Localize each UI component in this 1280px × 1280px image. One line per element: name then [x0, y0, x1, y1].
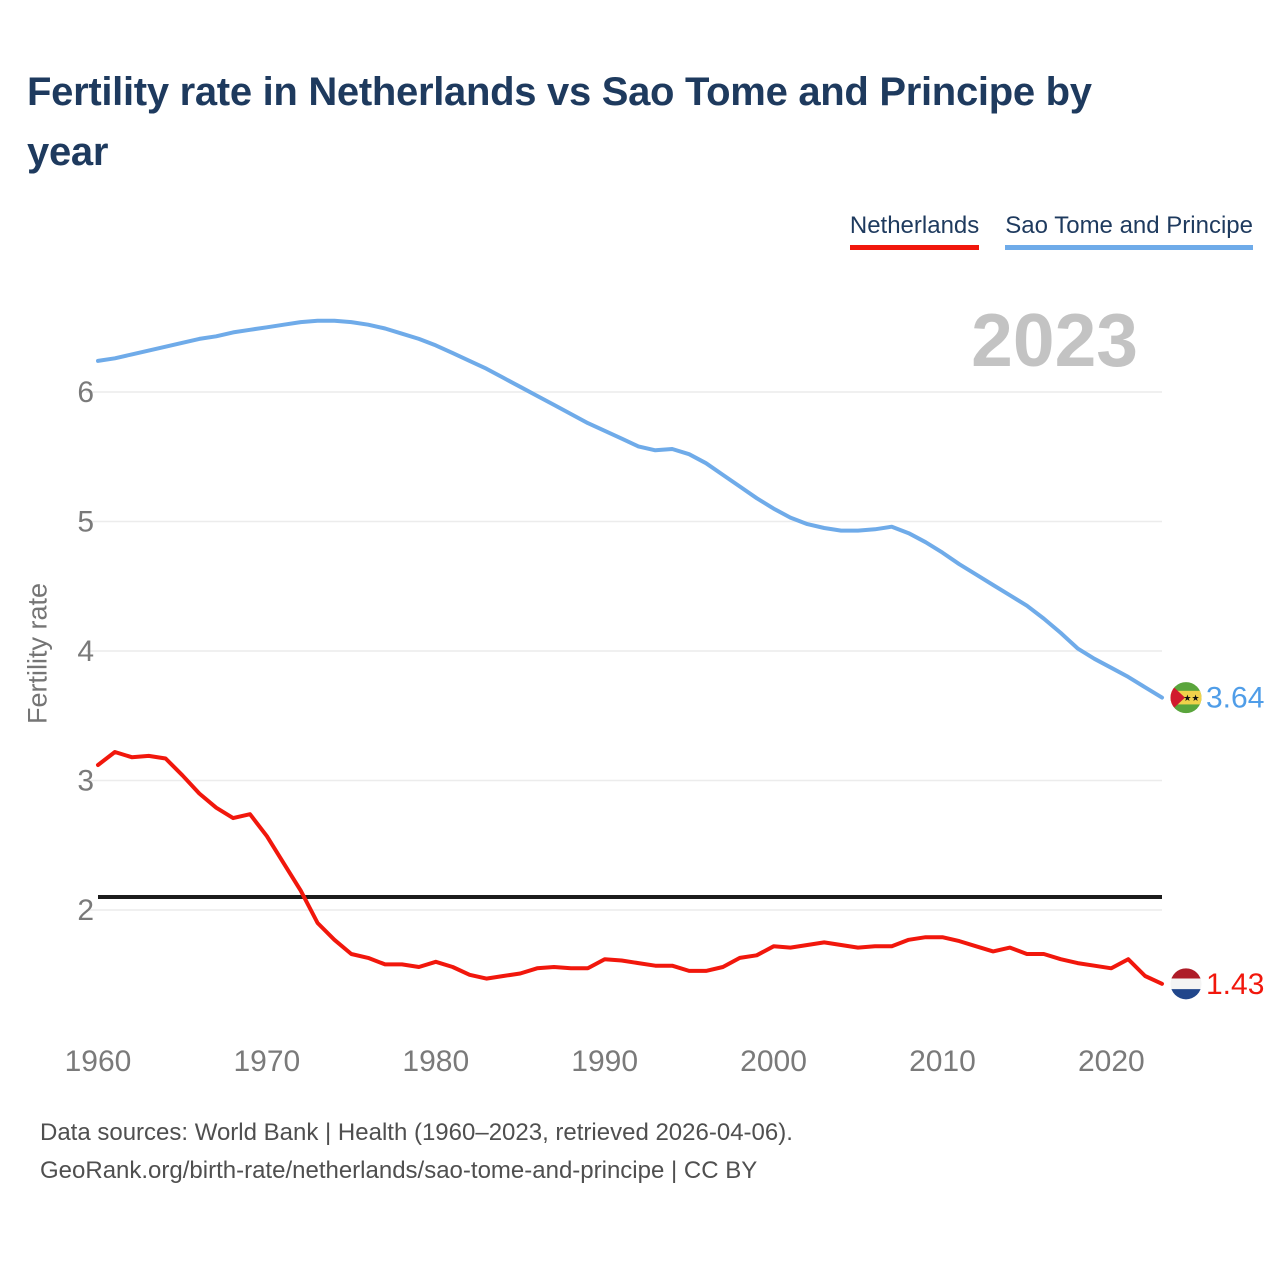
page-title-line1: Fertility rate in Netherlands vs Sao Tom… — [27, 70, 1092, 114]
sao-tome-and-principe-line — [96, 318, 1164, 700]
source-line-2: GeoRank.org/birth-rate/netherlands/sao-t… — [40, 1157, 758, 1184]
page-title: Fertility rate in Netherlands vs Sao Tom… — [27, 62, 1257, 182]
fertility-line-chart: 2 3 4 5 6 1960 1970 1980 1990 2000 2010 2020 1.43 ★★ 3… — [65, 318, 1264, 1078]
netherlands-line — [96, 750, 1164, 986]
legend: Netherlands Sao Tome and Principe — [849, 212, 1253, 251]
x-tick-1970: 1970 — [234, 1045, 301, 1078]
x-tick-2010: 2010 — [909, 1045, 976, 1078]
x-tick-1980: 1980 — [402, 1045, 469, 1078]
page-title-line2: year — [27, 130, 109, 174]
y-tick-3: 3 — [77, 765, 94, 798]
netherlands-flag-icon — [1170, 968, 1202, 1000]
x-tick-2020: 2020 — [1078, 1045, 1145, 1078]
source-attribution: Data sources: World Bank | Health (1960–… — [40, 1114, 793, 1190]
netherlands-end-value: 1.43 — [1206, 968, 1264, 1001]
source-line-1: Data sources: World Bank | Health (1960–… — [40, 1119, 793, 1146]
x-tick-1960: 1960 — [65, 1045, 132, 1078]
sao-tome-and-principe-flag-icon: ★★ — [1170, 682, 1202, 714]
y-tick-2: 2 — [77, 894, 94, 927]
legend-item-sao-tome-and-principe[interactable]: Sao Tome and Principe — [1005, 212, 1253, 251]
legend-item-netherlands[interactable]: Netherlands — [849, 212, 980, 251]
x-tick-2000: 2000 — [740, 1045, 807, 1078]
y-tick-4: 4 — [77, 635, 94, 668]
y-tick-6: 6 — [77, 376, 94, 409]
x-tick-1990: 1990 — [571, 1045, 638, 1078]
y-tick-5: 5 — [77, 506, 94, 539]
year-watermark: 2023 — [971, 298, 1138, 382]
svg-text:★★: ★★ — [1183, 694, 1199, 704]
sao-tome-and-principe-end-value: 3.64 — [1206, 682, 1264, 715]
